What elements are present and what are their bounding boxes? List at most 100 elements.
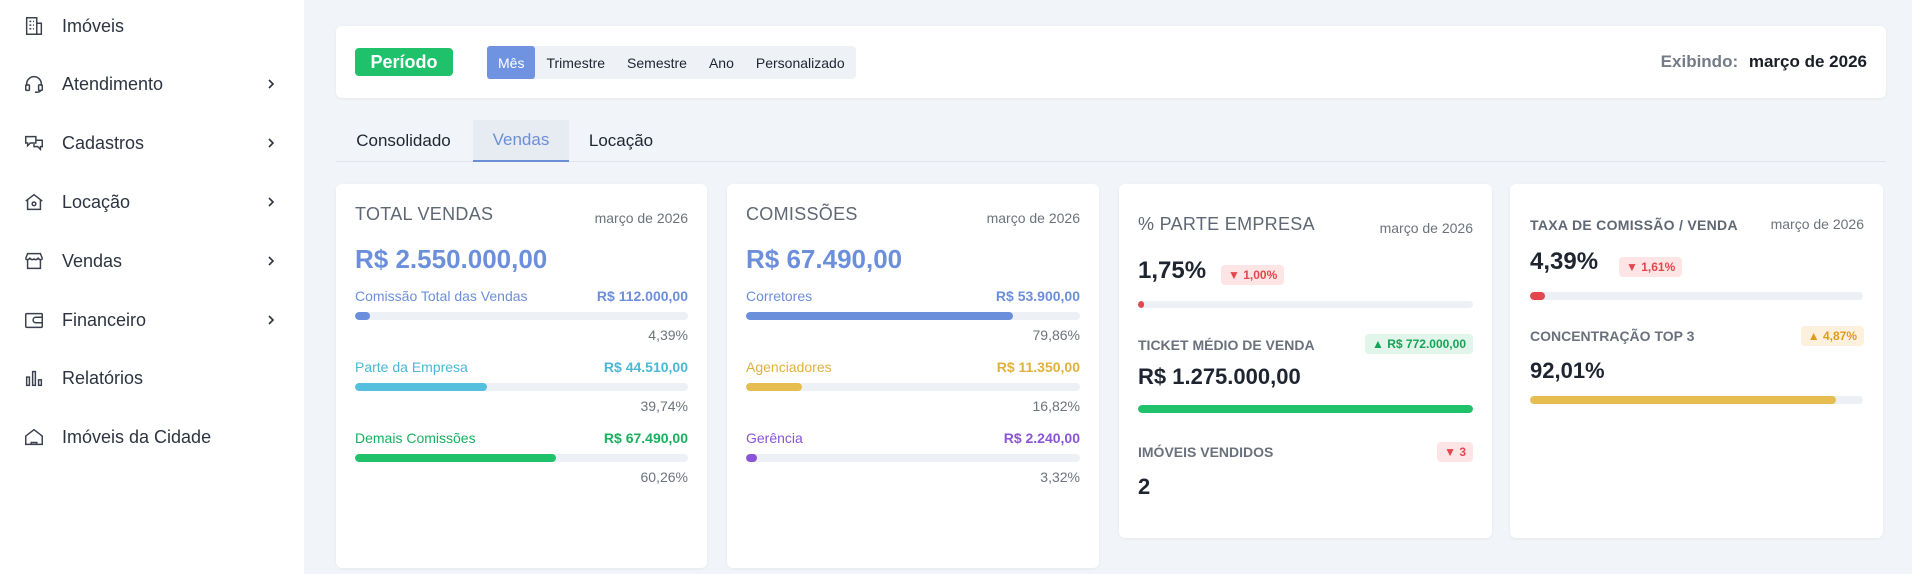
row-value-demais-comissoes: R$ 67.490,00 <box>603 430 688 446</box>
progress-track <box>355 312 688 320</box>
main-content: Período Mês Trimestre Semestre Ano Perso… <box>304 0 1912 574</box>
sidebar-item-imoveis[interactable]: Imóveis <box>0 6 304 46</box>
chevron-right-icon <box>268 315 275 325</box>
row-pct-agenciadores: 16,82% <box>1032 398 1080 414</box>
row-pct-corretores: 79,86% <box>1032 327 1080 343</box>
row-pct-comissao-total: 4,39% <box>648 327 688 343</box>
period-option-personalizado[interactable]: Personalizado <box>755 54 845 71</box>
tab-consolidado[interactable]: Consolidado <box>356 131 451 150</box>
period-filter-bar: Período Mês Trimestre Semestre Ano Perso… <box>336 26 1886 98</box>
sidebar-item-label: Cadastros <box>62 132 145 153</box>
row-label-gerencia: Gerência <box>746 430 803 446</box>
tab-vendas[interactable]: Vendas <box>473 120 569 162</box>
progress-track <box>746 312 1080 320</box>
row-label-comissao-total: Comissão Total das Vendas <box>355 288 528 304</box>
total-vendas-value: R$ 2.550.000,00 <box>355 244 548 274</box>
card-title: TAXA DE COMISSÃO / VENDA <box>1530 217 1738 233</box>
progress-fill-gerencia <box>746 454 758 462</box>
showing-label: Exibindo: <box>1660 52 1739 71</box>
progress-track <box>746 454 1080 462</box>
period-option-mes[interactable]: Mês <box>487 46 536 79</box>
period-option-trimestre[interactable]: Trimestre <box>546 54 606 71</box>
card-title: COMISSÕES <box>746 204 858 224</box>
sidebar-item-atendimento[interactable]: Atendimento <box>0 64 304 104</box>
progress-fill-agenciadores <box>746 383 803 391</box>
chevron-right-icon <box>268 197 275 207</box>
card-date: março de 2026 <box>594 210 688 226</box>
progress-fill-concentracao-top3 <box>1530 396 1837 404</box>
sidebar-item-cadastros[interactable]: Cadastros <box>0 123 304 163</box>
tab-bar: Consolidado Vendas Locação <box>336 120 1886 162</box>
imoveis-vendidos-delta-badge: ▼ 3 <box>1437 442 1473 462</box>
card-comissoes: COMISSÕES março de 2026 R$ 67.490,00 Cor… <box>727 184 1099 568</box>
progress-fill-demais-comissoes <box>355 454 556 462</box>
home-outline-icon <box>23 426 45 448</box>
sidebar-item-label: Vendas <box>62 250 123 271</box>
sidebar-item-label: Locação <box>62 191 131 212</box>
progress-fill-parte-empresa <box>1138 301 1144 308</box>
sidebar: Imóveis Atendimento Cadastros Locação Ve… <box>0 0 304 574</box>
taxa-comissao-delta-badge: ▼ 1,61% <box>1619 257 1683 277</box>
card-title: TOTAL VENDAS <box>355 204 494 224</box>
ticket-medio-delta-badge: ▲ R$ 772.000,00 <box>1365 334 1473 354</box>
showing-value: março de 2026 <box>1748 52 1867 71</box>
card-date: março de 2026 <box>1770 216 1864 232</box>
sidebar-item-imoveis-da-cidade[interactable]: Imóveis da Cidade <box>0 417 304 457</box>
ticket-medio-label: TICKET MÉDIO DE VENDA <box>1138 337 1315 353</box>
progress-track <box>1138 301 1473 308</box>
building-icon <box>23 15 45 37</box>
chevron-right-icon <box>268 79 275 89</box>
sidebar-item-label: Imóveis <box>62 15 125 36</box>
row-pct-gerencia: 3,32% <box>1040 469 1080 485</box>
card-total-vendas: TOTAL VENDAS março de 2026 R$ 2.550.000,… <box>336 184 707 568</box>
parte-empresa-value: 1,75% <box>1138 257 1207 284</box>
sidebar-item-financeiro[interactable]: Financeiro <box>0 300 304 340</box>
sidebar-item-label: Financeiro <box>62 309 147 330</box>
row-label-demais-comissoes: Demais Comissões <box>355 430 476 446</box>
row-label-parte-empresa: Parte da Empresa <box>355 359 468 375</box>
sidebar-item-locacao[interactable]: Locação <box>0 182 304 222</box>
card-taxa-comissao: TAXA DE COMISSÃO / VENDA março de 2026 4… <box>1510 184 1883 538</box>
period-button-group: Mês Trimestre Semestre Ano Personalizado <box>487 46 856 79</box>
progress-track <box>1530 396 1863 404</box>
period-badge: Período <box>355 48 453 76</box>
concentracao-top3-label: CONCENTRAÇÃO TOP 3 <box>1530 328 1695 344</box>
showing-period: Exibindo: março de 2026 <box>1661 52 1867 72</box>
card-date: março de 2026 <box>986 210 1080 226</box>
progress-track <box>355 454 688 462</box>
sidebar-item-label: Relatórios <box>62 367 144 388</box>
row-pct-demais-comissoes: 60,26% <box>640 469 688 485</box>
bar-chart-icon <box>23 367 45 389</box>
row-value-agenciadores: R$ 11.350,00 <box>996 359 1080 375</box>
sidebar-item-vendas[interactable]: Vendas <box>0 241 304 281</box>
row-label-corretores: Corretores <box>746 288 813 304</box>
row-pct-parte-empresa: 39,74% <box>640 398 688 414</box>
taxa-comissao-value: 4,39% <box>1530 248 1599 275</box>
row-value-parte-empresa: R$ 44.510,00 <box>603 359 688 375</box>
card-date: março de 2026 <box>1379 220 1473 236</box>
parte-empresa-delta-badge: ▼ 1,00% <box>1221 265 1285 285</box>
chat-bubbles-icon <box>23 132 45 154</box>
chevron-right-icon <box>268 138 275 148</box>
period-option-ano[interactable]: Ano <box>708 54 734 71</box>
concentracao-top3-value: 92,01% <box>1530 358 1605 383</box>
comissoes-value: R$ 67.490,00 <box>746 244 903 274</box>
card-parte-empresa: % PARTE EMPRESA março de 2026 1,75% ▼ 1,… <box>1119 184 1492 538</box>
row-value-gerencia: R$ 2.240,00 <box>1003 430 1080 446</box>
progress-track <box>1138 405 1473 413</box>
row-value-comissao-total: R$ 112.000,00 <box>596 288 688 304</box>
sidebar-item-label: Imóveis da Cidade <box>62 426 212 447</box>
progress-fill-taxa-comissao <box>1530 292 1545 300</box>
progress-track <box>355 383 688 391</box>
card-title: % PARTE EMPRESA <box>1138 214 1315 234</box>
progress-fill-corretores <box>746 312 1013 320</box>
chevron-right-icon <box>268 256 275 266</box>
period-option-semestre[interactable]: Semestre <box>627 54 687 71</box>
tab-locacao[interactable]: Locação <box>588 131 654 150</box>
row-value-corretores: R$ 53.900,00 <box>995 288 1080 304</box>
store-icon <box>23 250 45 272</box>
row-label-agenciadores: Agenciadores <box>746 359 832 375</box>
sidebar-item-label: Atendimento <box>62 73 164 94</box>
imoveis-vendidos-value: 2 <box>1138 474 1151 499</box>
sidebar-item-relatorios[interactable]: Relatórios <box>0 358 304 398</box>
